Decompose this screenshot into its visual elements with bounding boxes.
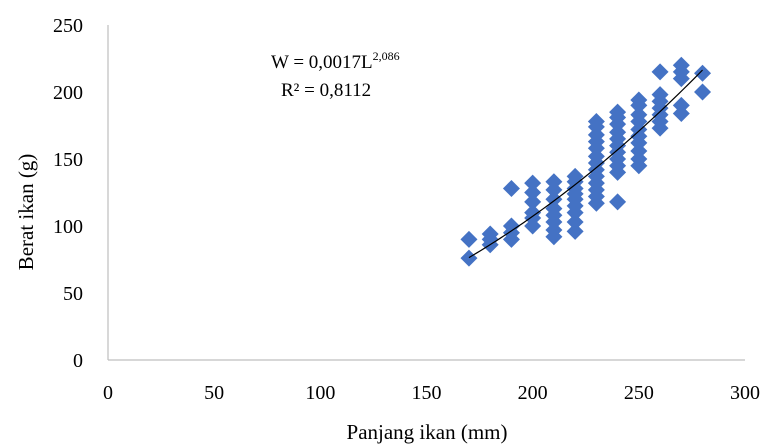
data-point (609, 193, 627, 211)
data-point (672, 96, 690, 114)
data-point (524, 174, 542, 192)
data-point (460, 230, 478, 248)
data-point (524, 193, 542, 211)
data-point (694, 64, 712, 82)
axes (107, 25, 745, 361)
data-point (651, 63, 669, 81)
trendline-equation: W = 0,0017L2,086 (271, 49, 400, 73)
data-point (609, 103, 627, 121)
data-point (651, 86, 669, 104)
data-point (630, 91, 648, 109)
x-tick-label: 300 (730, 382, 760, 404)
data-point (566, 222, 584, 240)
data-point (481, 225, 499, 243)
y-tick-label: 250 (53, 15, 83, 37)
x-tick-label: 50 (204, 382, 224, 404)
r-squared-label: R² = 0,8112 (281, 80, 371, 101)
x-tick-label: 0 (103, 382, 113, 404)
data-points (460, 56, 712, 267)
data-point (524, 204, 542, 222)
x-axis-title: Panjang ikan (mm) (347, 420, 508, 444)
power-trendline (468, 69, 703, 259)
y-tick-label: 50 (63, 283, 83, 305)
x-tick-labels: 0 50 100 150 200 250 300 (103, 382, 760, 404)
data-point (460, 249, 478, 267)
data-point (587, 112, 605, 130)
data-point (630, 106, 648, 124)
data-point (672, 56, 690, 74)
x-tick-label: 100 (305, 382, 335, 404)
data-point (502, 179, 520, 197)
data-point (694, 83, 712, 101)
y-tick-label: 0 (73, 350, 83, 372)
data-point (524, 184, 542, 201)
data-point (502, 217, 520, 235)
equation-prefix: W = 0,0017L (271, 52, 373, 73)
x-tick-label: 200 (518, 382, 548, 404)
y-axis-title: Berat ikan (g) (14, 154, 38, 271)
y-tick-label: 100 (53, 216, 83, 238)
equation-exponent: 2,086 (373, 49, 400, 63)
x-tick-label: 250 (624, 382, 654, 404)
y-tick-label: 150 (53, 149, 83, 171)
data-point (566, 213, 584, 231)
y-tick-label: 200 (53, 82, 83, 104)
y-tick-labels: 0 50 100 150 200 250 (53, 15, 83, 372)
data-point (545, 173, 563, 191)
x-tick-label: 150 (412, 382, 442, 404)
